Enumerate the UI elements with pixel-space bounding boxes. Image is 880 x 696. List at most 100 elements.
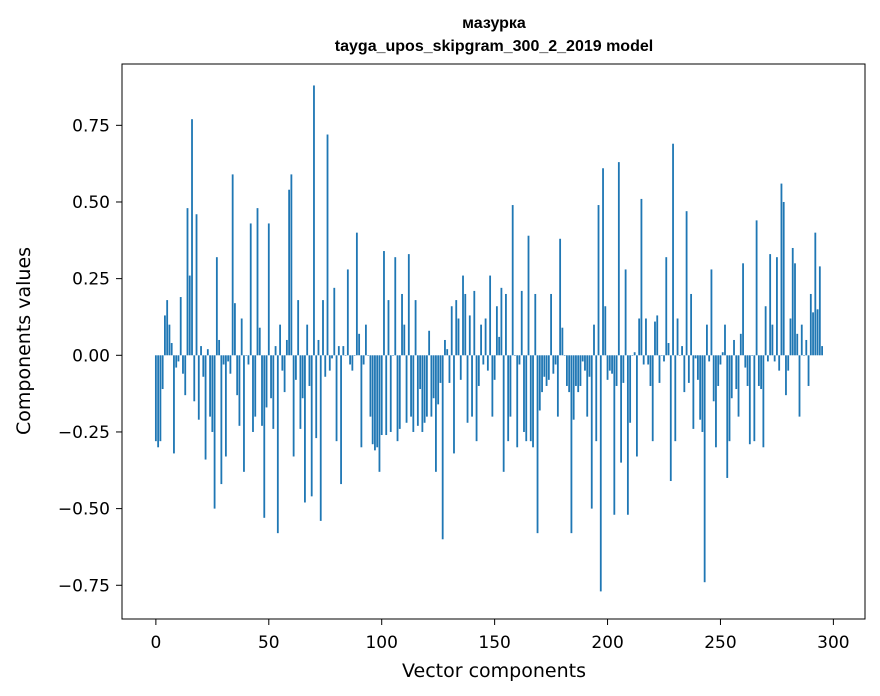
bar	[523, 355, 525, 432]
bar	[173, 355, 175, 454]
bar	[676, 318, 679, 356]
bar	[615, 355, 618, 386]
bar	[606, 355, 609, 380]
bar	[421, 355, 424, 432]
bar	[231, 174, 234, 356]
bar	[263, 355, 266, 518]
bar	[665, 257, 668, 356]
bar	[444, 339, 446, 356]
bar	[672, 143, 674, 356]
bar	[502, 355, 505, 472]
bar	[432, 355, 435, 399]
bar	[730, 355, 733, 399]
bar	[699, 355, 702, 420]
bar	[313, 85, 315, 356]
bar	[803, 355, 805, 356]
bar	[766, 355, 769, 362]
bar	[780, 183, 783, 356]
bar	[581, 355, 584, 362]
bar	[378, 355, 381, 472]
bar	[717, 355, 720, 386]
bar	[757, 355, 760, 386]
bar	[796, 333, 799, 356]
bar	[161, 355, 164, 390]
bar	[527, 235, 530, 356]
bar	[423, 355, 426, 423]
bar	[532, 355, 534, 448]
bar	[534, 293, 537, 356]
bar	[818, 266, 821, 356]
bar	[642, 355, 645, 365]
bar	[706, 324, 708, 356]
bar	[272, 355, 275, 429]
bar	[561, 327, 564, 356]
bar	[613, 355, 616, 515]
bar	[430, 355, 433, 417]
bar	[184, 355, 187, 396]
bar	[737, 355, 740, 417]
bar	[459, 355, 462, 380]
bar	[274, 346, 277, 356]
bar	[647, 355, 650, 365]
bar	[261, 355, 263, 426]
bar	[683, 355, 686, 393]
bar	[735, 355, 738, 390]
bar	[211, 355, 214, 432]
bar	[367, 355, 370, 356]
bar	[760, 355, 763, 390]
y-axis-ticks: −0.75 −0.50 −0.25 0.00 0.25 0.50 0.75	[58, 116, 122, 596]
bar	[728, 355, 731, 442]
bar	[315, 355, 318, 439]
bar	[816, 309, 819, 356]
bar	[450, 306, 453, 356]
bar	[658, 355, 661, 383]
bar	[306, 324, 309, 356]
bar	[604, 306, 607, 356]
bar	[599, 355, 602, 592]
bar	[405, 355, 408, 423]
chart-subtitle: tayga_upos_skipgram_300_2_2019 model	[335, 38, 653, 55]
bar	[342, 346, 345, 356]
bar	[477, 355, 480, 386]
bar	[222, 355, 225, 365]
bar	[195, 214, 198, 356]
bar	[245, 355, 248, 356]
bar	[188, 275, 191, 356]
bar	[568, 355, 571, 393]
bar	[335, 355, 338, 442]
bar	[692, 355, 695, 429]
bar	[457, 318, 460, 356]
bar	[690, 293, 693, 356]
bar	[645, 318, 647, 356]
bar	[319, 355, 322, 521]
bar	[769, 254, 772, 356]
bar	[726, 355, 729, 478]
bar	[597, 205, 600, 356]
bar	[439, 355, 442, 383]
bar	[489, 275, 492, 356]
bar	[640, 198, 643, 356]
bar	[392, 355, 394, 356]
bar	[412, 355, 415, 432]
bar	[755, 220, 758, 356]
bar	[525, 355, 528, 442]
bar	[191, 119, 193, 356]
bar	[453, 355, 455, 454]
bar	[495, 306, 498, 356]
bar	[270, 355, 272, 399]
bar	[238, 355, 241, 426]
bar	[516, 355, 519, 448]
bar	[349, 355, 351, 365]
bar	[193, 355, 196, 402]
bar	[215, 257, 218, 356]
bar	[678, 355, 681, 356]
bar	[785, 355, 787, 396]
bar	[721, 352, 724, 356]
bar	[629, 355, 632, 423]
bar	[276, 355, 279, 534]
bar	[385, 355, 388, 436]
bar	[283, 355, 286, 393]
x-tick-label: 150	[478, 633, 510, 653]
bar	[236, 355, 239, 396]
